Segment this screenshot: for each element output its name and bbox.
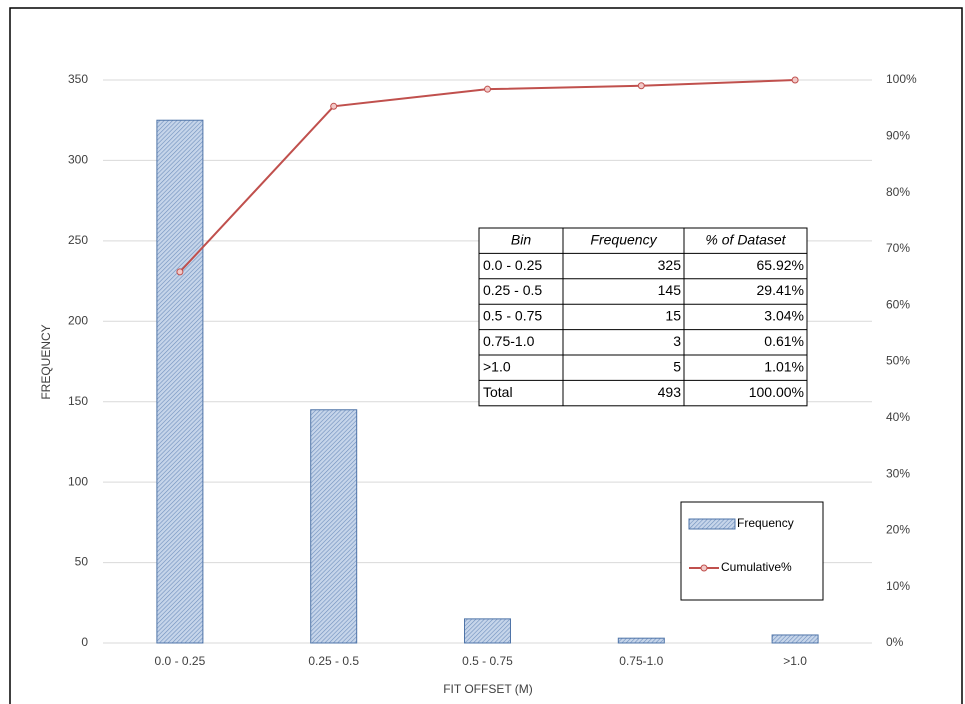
line-marker [176, 268, 184, 276]
y-tick-label: 350 [68, 72, 88, 86]
x-tick-label: 0.25 - 0.5 [308, 654, 359, 668]
y-axis-label: FREQUENCY [39, 324, 53, 399]
table-header: Frequency [590, 231, 657, 247]
table-cell: 145 [658, 282, 682, 298]
table-cell: 0.25 - 0.5 [483, 282, 542, 298]
table-cell: 15 [665, 308, 681, 324]
x-axis-label: FIT OFFSET (M) [443, 682, 533, 696]
y-tick-label: 200 [68, 313, 88, 327]
table-cell: 5 [673, 358, 681, 374]
table-cell: 493 [658, 384, 682, 400]
x-tick-label: 0.0 - 0.25 [155, 654, 206, 668]
table-cell: 0.5 - 0.75 [483, 308, 542, 324]
line-marker [791, 76, 799, 84]
legend-box [680, 501, 824, 601]
x-tick-label: 0.75-1.0 [619, 654, 663, 668]
table-cell: 1.01% [764, 358, 804, 374]
bar [310, 409, 358, 644]
y2-tick-label: 40% [886, 410, 910, 424]
table-cell: 0.0 - 0.25 [483, 257, 542, 273]
y2-tick-label: 30% [886, 466, 910, 480]
bar [617, 637, 665, 644]
y-tick-label: 250 [68, 233, 88, 247]
table-cell: 29.41% [757, 282, 804, 298]
y-tick-label: 50 [75, 555, 89, 569]
table-bg [478, 227, 808, 407]
line-marker [484, 85, 491, 93]
legend-label: Cumulative% [721, 560, 792, 574]
frame [9, 7, 963, 704]
table-cell: 0.61% [764, 333, 804, 349]
table-cell: >1.0 [483, 358, 511, 374]
table-cell: 3.04% [764, 308, 804, 324]
table-cell: 65.92% [757, 257, 804, 273]
y2-tick-label: 20% [886, 523, 910, 537]
legend-swatch [688, 518, 736, 530]
bar [771, 634, 819, 644]
y-tick-label: 0 [81, 635, 88, 649]
table-header: Bin [511, 231, 531, 247]
y2-tick-label: 70% [886, 241, 910, 255]
x-tick-label: >1.0 [783, 654, 807, 668]
legend-swatch-marker [700, 564, 708, 572]
table-header: % of Dataset [705, 231, 786, 247]
y2-tick-label: 80% [886, 185, 910, 199]
y2-tick-label: 10% [886, 579, 910, 593]
table-cell: 0.75-1.0 [483, 333, 535, 349]
line-marker [330, 102, 338, 110]
data-table: Bin Frequency % of Dataset 0.0 - 0.25 325 65.… [478, 227, 808, 407]
y-tick-label: 300 [68, 153, 88, 167]
y-tick-label: 150 [68, 394, 88, 408]
table-cell: Total [483, 384, 513, 400]
y2-tick-label: 0% [886, 635, 904, 649]
y-tick-label: 100 [68, 474, 88, 488]
table-cell: 100.00% [749, 384, 804, 400]
legend-label: Frequency [737, 516, 794, 530]
y2-tick-label: 90% [886, 128, 910, 142]
y2-tick-label: 60% [886, 297, 910, 311]
bar [464, 618, 511, 644]
table-cell: 3 [673, 333, 681, 349]
x-tick-label: 0.5 - 0.75 [462, 654, 513, 668]
bar [156, 119, 204, 644]
y2-tick-label: 50% [886, 354, 910, 368]
y2-tick-label: 100% [886, 72, 917, 86]
line-marker [637, 82, 645, 90]
table-cell: 325 [658, 257, 682, 273]
